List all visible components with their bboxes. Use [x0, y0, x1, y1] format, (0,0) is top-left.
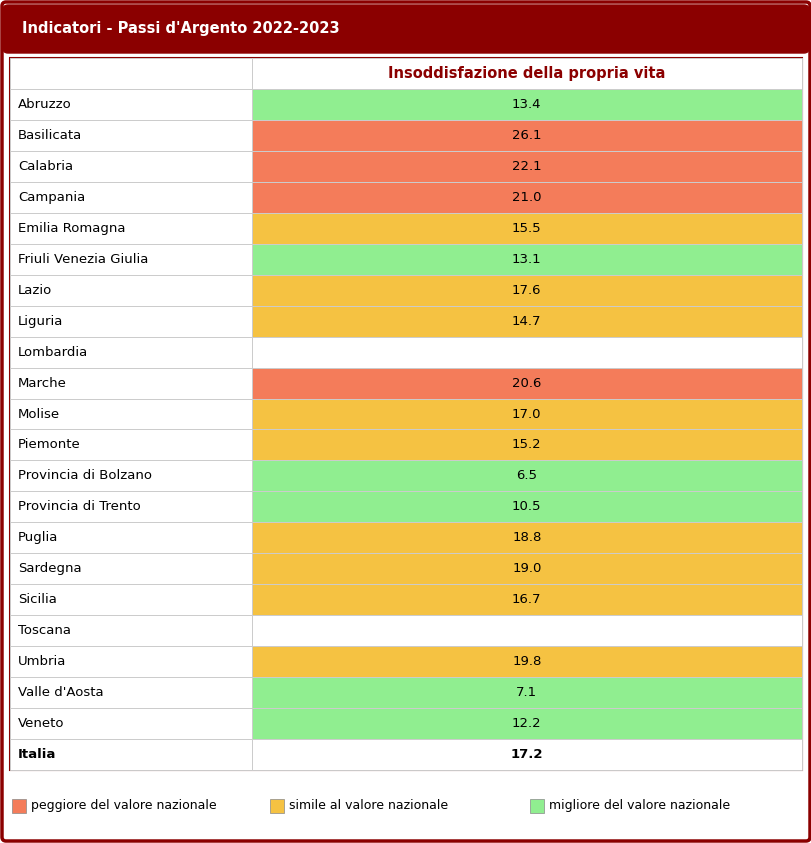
Bar	[251, 368, 801, 399]
Bar	[10, 244, 251, 275]
Text: Marche: Marche	[18, 377, 67, 389]
Bar	[10, 647, 251, 677]
Text: Veneto: Veneto	[18, 717, 64, 730]
Bar	[251, 306, 801, 336]
Bar	[10, 584, 251, 615]
Bar	[10, 58, 251, 89]
Bar	[251, 460, 801, 491]
Bar	[10, 739, 251, 770]
Bar	[10, 120, 251, 151]
Bar	[10, 677, 251, 708]
Bar	[251, 739, 801, 770]
Text: 22.1: 22.1	[512, 160, 541, 173]
Bar	[10, 553, 251, 584]
Bar	[251, 553, 801, 584]
Bar	[10, 368, 251, 399]
Text: Provincia di Trento: Provincia di Trento	[18, 501, 140, 513]
Bar	[251, 708, 801, 739]
Text: simile al valore nazionale: simile al valore nazionale	[289, 799, 448, 812]
Text: 19.8: 19.8	[512, 655, 541, 668]
Bar	[10, 151, 251, 182]
Bar	[10, 336, 251, 368]
Text: Sardegna: Sardegna	[18, 562, 82, 575]
Text: 17.6: 17.6	[512, 284, 541, 297]
Text: Piemonte: Piemonte	[18, 438, 80, 452]
Bar	[530, 798, 543, 813]
Text: 17.2: 17.2	[510, 748, 543, 761]
Bar	[10, 491, 251, 523]
Bar	[10, 399, 251, 429]
Bar	[251, 120, 801, 151]
Text: 7.1: 7.1	[516, 686, 537, 699]
Bar	[12, 798, 26, 813]
Text: 10.5: 10.5	[512, 501, 541, 513]
Text: migliore del valore nazionale: migliore del valore nazionale	[548, 799, 729, 812]
Bar	[251, 677, 801, 708]
FancyBboxPatch shape	[3, 5, 808, 53]
Text: Valle d'Aosta: Valle d'Aosta	[18, 686, 104, 699]
Text: Campania: Campania	[18, 191, 85, 204]
Text: 20.6: 20.6	[512, 377, 541, 389]
Text: Molise: Molise	[18, 407, 60, 421]
Bar	[10, 58, 801, 770]
Bar	[10, 523, 251, 553]
Bar	[251, 275, 801, 306]
Text: 18.8: 18.8	[512, 531, 541, 545]
Bar	[251, 151, 801, 182]
Text: 15.5: 15.5	[512, 222, 541, 234]
Bar	[251, 399, 801, 429]
Bar	[270, 798, 284, 813]
Text: 13.4: 13.4	[512, 98, 541, 111]
Bar	[10, 275, 251, 306]
Text: Lombardia: Lombardia	[18, 346, 88, 358]
Text: Sicilia: Sicilia	[18, 593, 57, 606]
Text: Basilicata: Basilicata	[18, 129, 82, 142]
Text: Indicatori - Passi d'Argento 2022-2023: Indicatori - Passi d'Argento 2022-2023	[22, 22, 339, 36]
Text: 12.2: 12.2	[512, 717, 541, 730]
Bar	[251, 615, 801, 647]
Text: 16.7: 16.7	[512, 593, 541, 606]
Text: 21.0: 21.0	[512, 191, 541, 204]
Text: Liguria: Liguria	[18, 314, 63, 328]
Bar	[251, 584, 801, 615]
Text: Calabria: Calabria	[18, 160, 73, 173]
Bar	[10, 615, 251, 647]
Bar	[251, 182, 801, 212]
Text: 13.1: 13.1	[512, 253, 541, 266]
Bar	[251, 58, 801, 89]
Text: Emilia Romagna: Emilia Romagna	[18, 222, 126, 234]
Text: Insoddisfazione della propria vita: Insoddisfazione della propria vita	[388, 66, 665, 81]
Bar	[10, 306, 251, 336]
Text: 6.5: 6.5	[516, 470, 537, 482]
Text: 14.7: 14.7	[512, 314, 541, 328]
Text: 17.0: 17.0	[512, 407, 541, 421]
Bar	[10, 708, 251, 739]
Text: 15.2: 15.2	[512, 438, 541, 452]
Bar	[10, 429, 251, 460]
Bar	[251, 336, 801, 368]
Bar	[251, 429, 801, 460]
Bar	[10, 89, 251, 120]
Text: Italia: Italia	[18, 748, 56, 761]
Bar	[251, 523, 801, 553]
Bar	[251, 89, 801, 120]
Text: 19.0: 19.0	[512, 562, 541, 575]
Bar	[251, 491, 801, 523]
Bar	[251, 212, 801, 244]
Bar	[251, 244, 801, 275]
Bar	[10, 182, 251, 212]
Text: Toscana: Toscana	[18, 624, 71, 637]
Text: Puglia: Puglia	[18, 531, 58, 545]
Bar	[251, 647, 801, 677]
Text: Umbria: Umbria	[18, 655, 67, 668]
Text: Abruzzo: Abruzzo	[18, 98, 71, 111]
Bar	[10, 212, 251, 244]
Text: Provincia di Bolzano: Provincia di Bolzano	[18, 470, 152, 482]
Text: Lazio: Lazio	[18, 284, 52, 297]
Text: peggiore del valore nazionale: peggiore del valore nazionale	[31, 799, 217, 812]
Bar	[10, 460, 251, 491]
Text: 26.1: 26.1	[512, 129, 541, 142]
Text: Friuli Venezia Giulia: Friuli Venezia Giulia	[18, 253, 148, 266]
